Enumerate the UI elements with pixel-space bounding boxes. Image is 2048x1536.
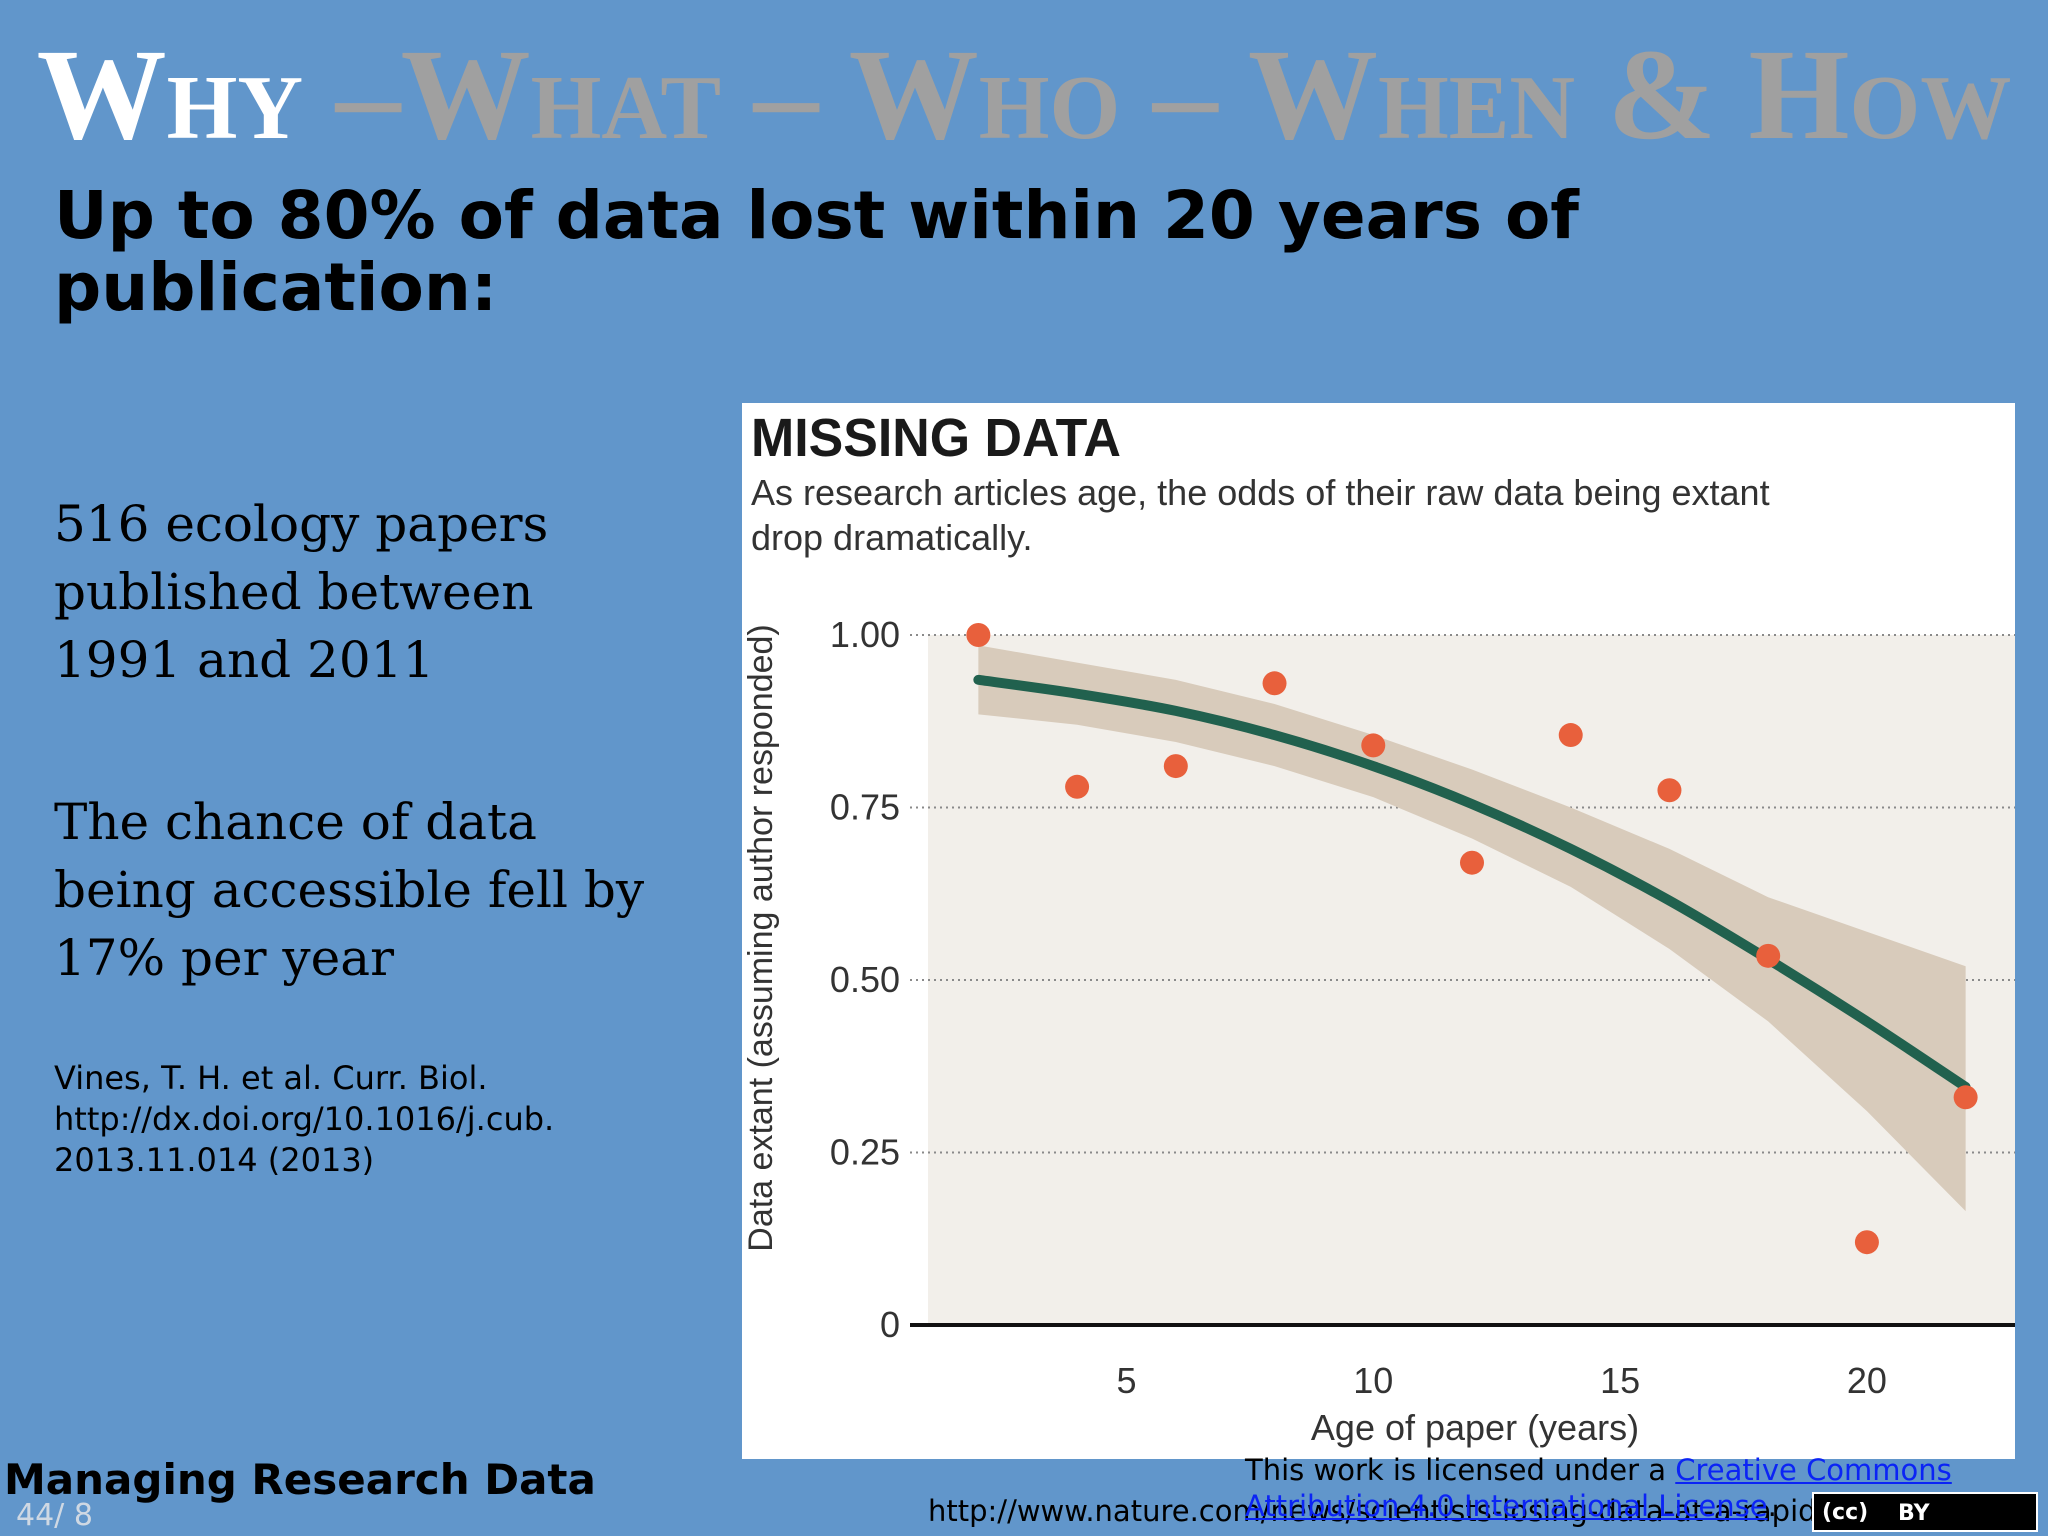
chart-panel: MISSING DATA As research articles age, t…: [742, 403, 2015, 1459]
license-notice: This work is licensed under a Creative C…: [1245, 1452, 2005, 1524]
citation-line-3: 2013.11.014 (2013): [54, 1141, 375, 1179]
data-point: [1163, 754, 1188, 779]
y-tick-label: 0.75: [830, 787, 900, 828]
x-tick-label: 15: [1600, 1360, 1640, 1401]
data-point: [1558, 723, 1583, 748]
y-tick-label: 1.00: [830, 614, 900, 655]
license-prefix: This work is licensed under a: [1245, 1453, 1676, 1487]
citation-line-1: Vines, T. H. et al. Curr. Biol.: [54, 1059, 488, 1097]
footer-title: Managing Research Data: [4, 1455, 596, 1504]
x-tick-label: 10: [1353, 1360, 1393, 1401]
y-tick-label: 0.25: [830, 1132, 900, 1173]
data-point: [1953, 1085, 1978, 1110]
citation-line-2[interactable]: http://dx.doi.org/10.1016/j.cub.: [54, 1100, 555, 1138]
source-url[interactable]: http://www.nature.com/news/scientists-lo…: [928, 1494, 1886, 1528]
headline: Up to 80% of data lost within 20 years o…: [54, 177, 1580, 326]
data-point: [1262, 671, 1287, 696]
cc-icon: (cc): [1822, 1500, 1869, 1525]
data-point: [966, 623, 991, 647]
fit-line: [973, 674, 1971, 1092]
data-point: [1361, 733, 1386, 758]
by-icon: BY: [1898, 1501, 1930, 1526]
data-point: [1756, 943, 1781, 968]
title-rest: –What – Who – When & How: [335, 23, 2012, 167]
citation: Vines, T. H. et al. Curr. Biol. http://d…: [54, 1058, 694, 1181]
data-point: [1657, 778, 1682, 803]
bullet-papers: 516 ecology papers published between 199…: [54, 495, 549, 689]
cc-by-badge[interactable]: (cc) BY: [1812, 1492, 2038, 1532]
data-point: [1065, 774, 1090, 799]
y-tick-label: 0: [880, 1304, 900, 1345]
license-link[interactable]: Creative Commons Attribution 4.0 Interna…: [1245, 1453, 1952, 1523]
x-axis-label: Age of paper (years): [1311, 1407, 1639, 1448]
x-tick-label: 5: [1116, 1360, 1136, 1401]
confidence-band: [978, 645, 1966, 1212]
chart-title: MISSING DATA: [751, 408, 1121, 468]
page-number: 44/ 8: [16, 1498, 93, 1533]
missing-data-chart: MISSING DATA As research articles age, t…: [742, 408, 2015, 1448]
bullet-decline: The chance of data being accessible fell…: [54, 793, 645, 987]
slide-title: Why –What – Who – When & How: [0, 30, 2048, 160]
data-point: [1854, 1230, 1879, 1255]
y-axis-label: Data extant (assuming author responded): [742, 624, 780, 1251]
license-suffix: .: [1767, 1489, 1777, 1523]
chart-subtitle-line-2: drop dramatically.: [751, 517, 1032, 558]
x-tick-label: 20: [1847, 1360, 1887, 1401]
y-tick-label: 0.50: [830, 959, 900, 1000]
title-active: Why: [36, 23, 304, 167]
chart-subtitle-line-1: As research articles age, the odds of th…: [751, 472, 1770, 513]
data-point: [1460, 850, 1484, 875]
